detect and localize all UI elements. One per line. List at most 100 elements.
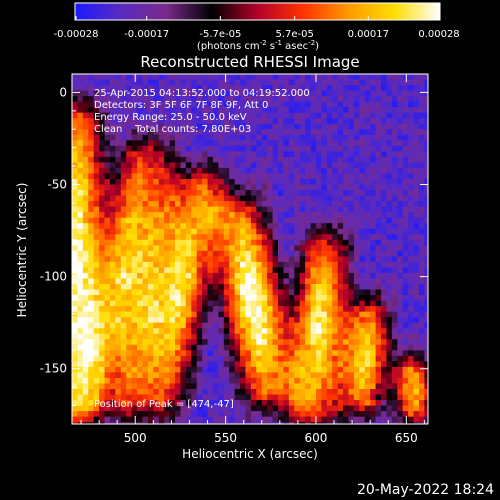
heatmap-cell [223,151,230,158]
heatmap-cell [229,372,236,379]
heatmap-cell [272,145,279,152]
heatmap-cell [386,389,393,396]
heatmap-cell [381,118,388,125]
heatmap-cell [147,411,154,418]
heatmap-cell [402,123,409,130]
heatmap-cell [120,190,127,197]
heatmap-cell [250,422,257,424]
heatmap-cell [245,201,252,208]
heatmap-cell [180,328,187,335]
heatmap-cell [229,96,236,103]
heatmap-cell [321,389,328,396]
heatmap-cell [413,140,420,147]
heatmap-cell [223,145,230,152]
heatmap-cell [370,184,377,191]
heatmap-cell [408,123,415,130]
heatmap-cell [77,239,84,246]
heatmap-cell [223,195,230,202]
heatmap-cell [126,112,133,119]
heatmap-cell [104,278,111,285]
heatmap-cell [424,156,428,164]
heatmap-cell [240,344,247,351]
heatmap-cell [240,96,247,103]
heatmap-cell [212,96,219,103]
heatmap-cell [245,377,252,385]
heatmap-cell [288,317,295,324]
heatmap-cell [245,239,252,246]
heatmap-cell [240,317,247,324]
heatmap-cell [212,411,219,418]
heatmap-cell [397,123,404,130]
heatmap-cell [109,123,116,130]
heatmap-cell [131,295,138,302]
heatmap-cell [77,245,84,252]
heatmap-cell [82,201,89,208]
heatmap-cell [375,228,382,235]
heatmap-cell [278,107,285,114]
heatmap-cell [137,206,144,213]
heatmap-cell [283,411,290,418]
heatmap-cell [272,411,279,418]
heatmap-cell [288,96,295,103]
heatmap-cell [77,156,84,164]
heatmap-cell [283,129,290,136]
heatmap-cell [137,300,144,307]
heatmap-cell [191,101,198,108]
heatmap-cell [99,223,106,230]
heatmap-cell [104,228,111,235]
heatmap-cell [370,328,377,335]
heatmap-cell [191,422,198,424]
heatmap-cell [212,74,219,81]
heatmap-cell [305,129,312,136]
heatmap-cell [294,278,301,285]
heatmap-cell [229,140,236,147]
heatmap-cell [364,361,371,368]
heatmap-cell [218,377,225,385]
heatmap-cell [375,422,382,424]
heatmap-cell [375,134,382,141]
heatmap-cell [261,201,268,208]
heatmap-cell [245,322,252,329]
heatmap-cell [175,344,182,351]
heatmap-cell [359,289,366,296]
heatmap-cell [93,372,100,379]
heatmap-cell [240,328,247,335]
heatmap-cell [413,173,420,180]
heatmap-cell [196,118,203,125]
heatmap-cell [337,234,344,241]
heatmap-cell [375,411,382,418]
heatmap-cell [391,416,398,423]
heatmap-cell [353,422,360,424]
heatmap-cell [294,366,301,374]
heatmap-cell [126,372,133,379]
heatmap-cell [240,256,247,263]
heatmap-cell [370,234,377,241]
heatmap-cell [364,118,371,125]
heatmap-cell [77,79,84,86]
heatmap-cell [126,151,133,158]
heatmap-cell [131,217,138,224]
heatmap-cell [343,333,350,340]
heatmap-cell [321,74,328,81]
heatmap-cell [175,284,182,291]
heatmap-cell [185,156,192,164]
heatmap-cell [294,355,301,362]
heatmap-cell [321,162,328,169]
heatmap-cell [315,377,322,385]
heatmap-cell [299,90,306,97]
heatmap-cell [397,101,404,108]
heatmap-cell [185,239,192,246]
heatmap-cell [109,361,116,368]
heatmap-cell [370,107,377,114]
heatmap-cell [153,118,160,125]
heatmap-cell [408,411,415,418]
heatmap-cell [288,267,295,274]
heatmap-cell [180,234,187,241]
heatmap-cell [391,372,398,379]
heatmap-cell [196,140,203,147]
heatmap-cell [370,366,377,374]
heatmap-cell [196,422,203,424]
colorbar-tick-label: -5.7e-05 [199,29,241,40]
heatmap-cell [218,212,225,219]
heatmap-cell [185,107,192,114]
